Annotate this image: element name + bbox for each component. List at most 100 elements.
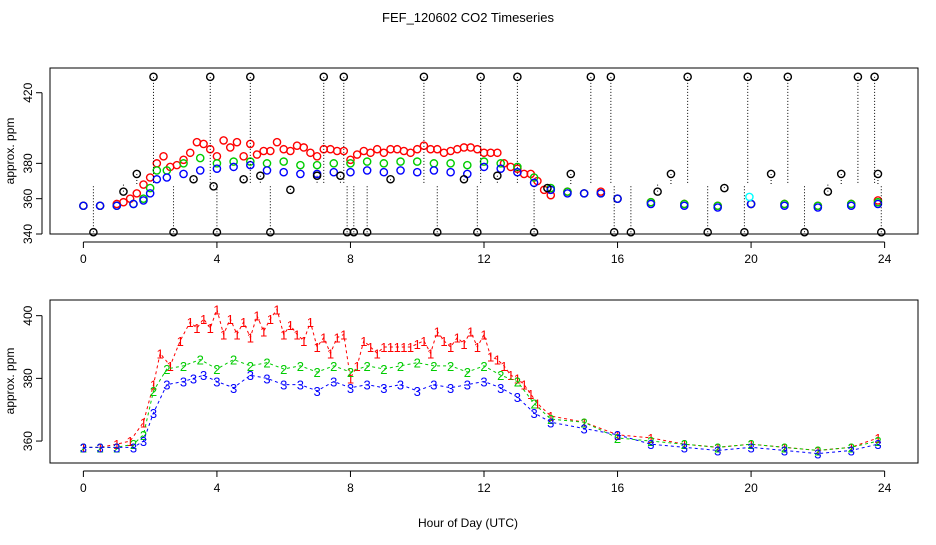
data-point [543, 183, 552, 193]
data-point [119, 187, 128, 196]
plot-frame-bottom [49, 299, 919, 464]
data-point-label: 1 [427, 346, 434, 361]
data-point-label: 3 [113, 440, 120, 455]
data-point-label: 2 [113, 440, 120, 455]
data-point [873, 169, 883, 179]
data-point-label: 1 [260, 324, 267, 339]
data-point-label: 2 [530, 396, 537, 411]
data-point-label: 1 [193, 321, 200, 336]
data-point [579, 189, 589, 198]
data-point [286, 185, 295, 195]
data-point [239, 174, 248, 184]
data-point-label: 2 [814, 443, 821, 458]
data-point [596, 189, 606, 198]
data-point [713, 203, 722, 212]
data-point-label: 2 [380, 362, 387, 377]
data-point [372, 144, 382, 154]
data-point-label: 2 [330, 359, 337, 374]
data-point [626, 227, 636, 237]
x-tick-label: 24 [878, 252, 892, 266]
data-point [432, 144, 442, 154]
data-point-label: 1 [307, 315, 314, 330]
data-point [746, 199, 756, 209]
data-point-label: 1 [454, 331, 461, 346]
y-tick-label: 380 [21, 153, 35, 173]
data-point [680, 201, 689, 211]
data-point [266, 146, 275, 156]
data-point-label: 1 [487, 349, 494, 364]
data-point [463, 169, 472, 179]
x-tick-label: 8 [347, 481, 354, 495]
data-point [429, 166, 439, 175]
y-tick-label: 340 [21, 224, 35, 244]
data-point [195, 166, 205, 175]
data-point [683, 72, 692, 82]
data-point [653, 187, 662, 196]
data-point [529, 227, 539, 237]
data-point-label: 3 [848, 443, 855, 458]
x-tick-label: 0 [80, 481, 87, 495]
data-point-label: 3 [190, 371, 197, 386]
data-point [349, 227, 359, 237]
data-point [386, 174, 395, 184]
data-point-label: 1 [267, 312, 274, 327]
data-point-label: 1 [527, 387, 534, 402]
marks-top [79, 72, 886, 237]
data-point [169, 227, 178, 237]
y-axis-label-top: approx. ppm [3, 118, 17, 185]
data-point [800, 227, 809, 237]
data-point-label: 1 [127, 434, 134, 449]
data-point-label: 3 [514, 390, 521, 405]
data-point [132, 169, 142, 179]
data-point-label: 2 [430, 359, 437, 374]
data-point-label: 2 [150, 384, 157, 399]
data-point-label: 1 [681, 437, 688, 452]
data-point [496, 164, 505, 173]
data-point-label: 1 [400, 340, 407, 355]
data-point-label: 1 [494, 353, 501, 368]
data-point-label: 1 [247, 331, 254, 346]
data-point [152, 159, 162, 168]
data-point [479, 162, 489, 172]
x-tick-label: 16 [611, 252, 625, 266]
data-point-label: 1 [420, 334, 427, 349]
data-point [586, 72, 596, 82]
data-point-label: 2 [647, 434, 654, 449]
chart-title: FEF_120602 CO2 Timeseries [382, 10, 554, 25]
data-point [339, 146, 349, 156]
data-point [379, 159, 389, 168]
x-tick-label: 20 [744, 481, 758, 495]
data-point [152, 166, 162, 175]
data-point-label: 1 [320, 331, 327, 346]
data-point [412, 157, 422, 166]
data-point-label: 3 [280, 378, 287, 393]
data-point-label: 3 [150, 406, 157, 421]
data-point-label: 1 [313, 340, 320, 355]
data-point [189, 174, 198, 184]
data-point [606, 72, 616, 82]
data-point [476, 72, 485, 82]
panel-top: 0 4 8 12 16 20 24 340 360 380 420 approx. ppm [3, 67, 919, 266]
data-point-label: 2 [514, 375, 521, 390]
data-point-label: 1 [367, 340, 374, 355]
data-point [119, 197, 128, 207]
x-tick-label: 4 [214, 481, 221, 495]
data-point [846, 201, 856, 211]
x-tick-label: 24 [878, 481, 892, 495]
data-point-label: 3 [200, 368, 207, 383]
data-point-label: 2 [140, 428, 147, 443]
data-point-label: 3 [140, 434, 147, 449]
data-point [873, 199, 883, 209]
data-point [252, 150, 262, 159]
data-point-label: 1 [507, 368, 514, 383]
data-point [513, 167, 522, 177]
data-point-label: 1 [157, 346, 164, 361]
data-point [159, 151, 168, 161]
data-point-label: 3 [230, 381, 237, 396]
data-point-label: 3 [347, 381, 354, 396]
data-point [780, 201, 789, 211]
data-point-label: 2 [263, 356, 270, 371]
data-point-label: 3 [330, 375, 337, 390]
